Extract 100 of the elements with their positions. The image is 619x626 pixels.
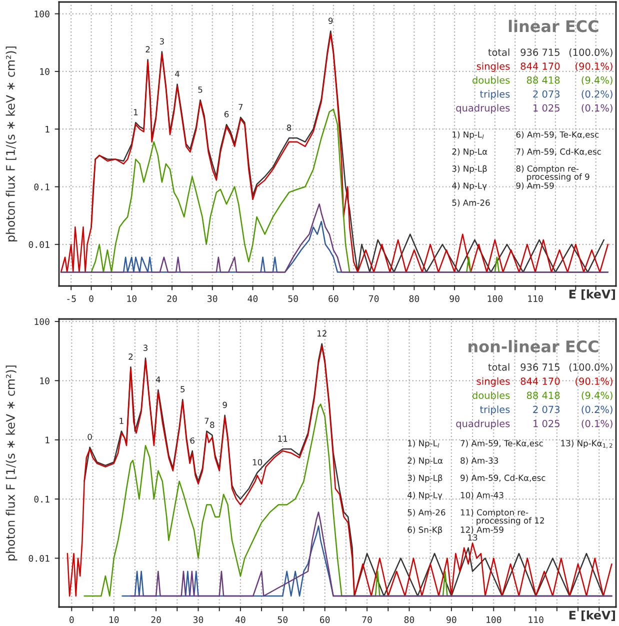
annotation: 5 [180,386,185,392]
x-tick-label: 60 [320,616,330,624]
x-tick-label: 40 [248,295,258,302]
text: total [488,363,510,371]
annotation: 2) Np-Lα [408,457,443,466]
x-tick-label: -5 [67,295,76,302]
annotation: 2) Np-Lα [452,148,488,156]
annotation: 3 [143,344,148,351]
x-tick-label: 110 [528,295,543,302]
annotation: 844 170 [520,378,560,385]
annotation: 9) Am-59 [516,182,554,190]
x-tick-label: 70 [362,616,372,624]
x-tick-label: 20 [151,616,161,624]
annotation: 13 [468,534,478,541]
y-tick-label: 100 [34,318,50,326]
y-tick-label: 0.01 [28,554,50,562]
text: singles [476,62,510,72]
annotation: 8) Compton re- processing of 9 [516,165,590,182]
y-tick-label: 0.01 [28,241,50,248]
annotation: 8 [210,422,214,428]
annotation: (0.1%) [582,104,612,113]
x-tick-label: 50 [288,295,298,302]
annotation: 1 025 [534,420,560,428]
y-tick-label: 0.1 [34,496,50,503]
annotation: (0.1%) [582,420,612,428]
annotation: (0.2%) [582,406,612,414]
annotation: 9 [328,18,333,24]
text: non-linear ECC [468,340,598,352]
text: singles [476,377,510,387]
annotation: 6) Am-59, Te-Kα,esc [516,131,599,139]
annotation: 936 715 [520,48,560,56]
annotation: 4) Np-Lγ [452,182,487,190]
y-tick-label: 1 [46,436,50,444]
x-tick-label: 50 [278,616,288,624]
x-tick-label: 0 [70,616,74,624]
y-axis-title: photon flux F [1/(s ∗ keV ∗ cm²)] [6,366,18,560]
x-tick-label: 30 [193,616,204,624]
y-tick-label: 100 [34,10,50,18]
x-tick-label: 80 [409,295,420,302]
annotation: 6 [224,111,229,118]
annotation: 12 [318,330,326,336]
annotation: 10) Am-43 [460,492,504,500]
annotation: (0.2%) [582,90,612,99]
y-tick-label: 10 [40,68,50,76]
annotation: 9) Am-59, Cd-Kα,esc [460,474,546,482]
x-tick-label: 10 [127,295,136,302]
annotation: 10 [252,459,262,466]
text: quadruples [456,104,510,114]
annotation: (100.0%) [569,48,612,58]
text: doubles [472,391,510,400]
annotation: 1 [134,109,138,116]
annotation: 12) Am-59 [460,526,504,534]
annotation: 936 715 [520,363,560,371]
y-tick-label: 1 [46,126,50,133]
x-tick-label: 30 [208,295,218,302]
x-tick-label: 70 [369,295,379,302]
x-tick-label: 40 [235,616,246,624]
annotation: 3 [160,38,164,45]
annotation: 11 [278,436,288,442]
annotation: 3) Np-Lβ [452,165,487,174]
annotation: 4 [175,70,180,77]
annotation: 4) Np-Lγ [408,492,442,500]
annotation: 1) Np-L$_{l}$ [452,131,484,140]
text: total [488,48,510,56]
annotation: (90.1%) [576,377,612,386]
x-tick-label: 80 [404,616,414,624]
annotation: (100.0%) [569,363,612,372]
x-tick-label: 100 [486,616,502,624]
annotation: 3) Np-Lβ [408,474,442,483]
annotation: 4 [156,376,160,383]
x-tick-label: 20 [167,295,177,302]
x-tick-label: 90 [450,295,460,302]
y-axis-title: photon flux F [1/(s ∗ keV ∗ cm²)] [6,46,18,242]
annotation: 11) Compton re- processing of 12 [460,509,544,526]
annotation: 7) Am-59, Te-Kα,esc [460,440,543,448]
annotation: 6) Sn-Kβ [408,526,442,534]
text: triples [480,90,510,100]
annotation: 1 025 [534,104,560,112]
annotation: 13) Np-Kα$_{1,2}$ [561,440,612,448]
annotation: 7 [204,418,209,424]
y-tick-label: 0.1 [34,184,50,190]
annotation: 5) Am-26 [452,199,490,207]
annotation: 88 418 [526,392,560,400]
y-tick-label: 10 [40,377,50,384]
x-tick-label: 10 [110,616,119,624]
annotation: 88 418 [526,76,560,84]
annotation: 1) Np-L$_{l}$ [408,440,440,448]
annotation: 7) Am-59, Cd-Kα,esc [516,148,601,156]
x-tick-label: 90 [446,616,456,624]
annotation: 5 [198,86,202,93]
annotation: 7 [238,104,243,110]
x-tick-label: 60 [328,295,338,302]
text: quadruples [456,420,510,430]
annotation: 0 [88,434,92,440]
text: triples [480,406,510,415]
text: doubles [472,76,510,84]
x-axis-title: E [keV] [569,289,615,300]
annotation: 2 [128,354,133,360]
x-tick-label: 0 [89,295,94,302]
annotation: 8) Am-33 [460,457,498,465]
